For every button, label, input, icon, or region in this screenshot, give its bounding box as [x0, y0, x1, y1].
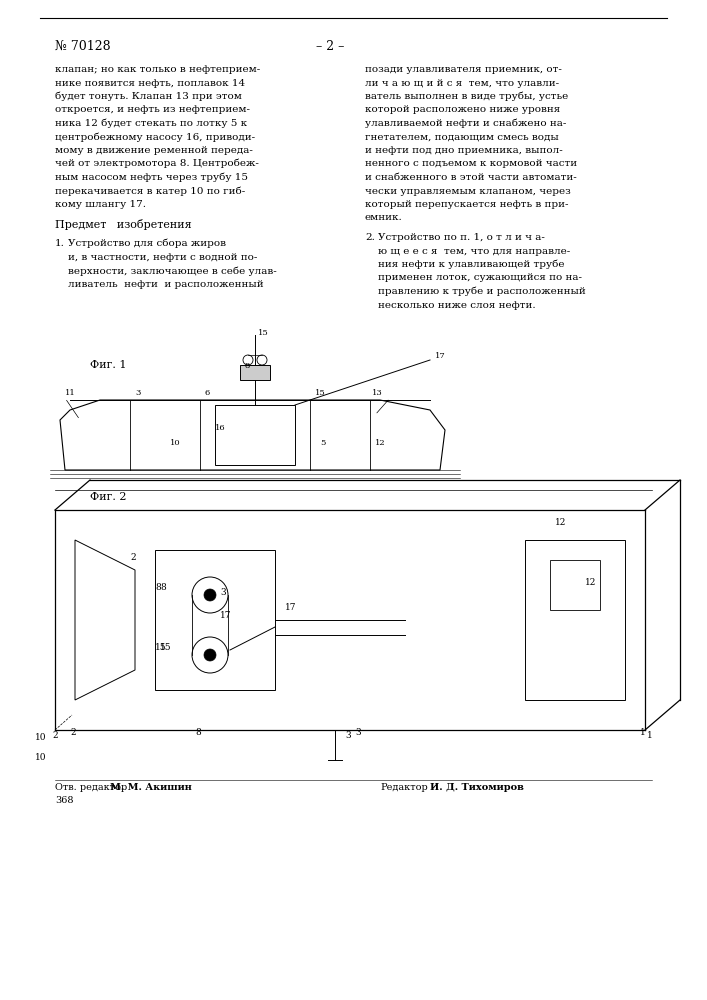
- Text: М. М. Акишин: М. М. Акишин: [110, 783, 192, 792]
- Text: 8: 8: [195, 728, 201, 737]
- Text: Фиг. 1: Фиг. 1: [90, 360, 127, 370]
- Text: применен лоток, сужающийся по на-: применен лоток, сужающийся по на-: [378, 273, 582, 282]
- Text: Устройство по п. 1, о т л и ч а-: Устройство по п. 1, о т л и ч а-: [378, 233, 545, 242]
- Text: № 70128: № 70128: [55, 40, 110, 53]
- Text: кому шлангу 17.: кому шлангу 17.: [55, 200, 146, 209]
- Text: ватель выполнен в виде трубы, устье: ватель выполнен в виде трубы, устье: [365, 92, 568, 101]
- Text: Предмет   изобретения: Предмет изобретения: [55, 220, 192, 231]
- Bar: [240, 365, 270, 380]
- Text: будет тонуть. Клапан 13 при этом: будет тонуть. Клапан 13 при этом: [55, 92, 242, 101]
- Text: 6: 6: [205, 389, 210, 397]
- Text: 8: 8: [155, 583, 160, 592]
- Text: Отв. редактор: Отв. редактор: [55, 783, 127, 792]
- Text: 3: 3: [220, 588, 226, 597]
- Text: 15: 15: [258, 329, 269, 337]
- Text: 2: 2: [130, 553, 136, 562]
- Text: 8: 8: [160, 583, 165, 592]
- Bar: [550, 560, 600, 610]
- Text: мому в движение ременной переда-: мому в движение ременной переда-: [55, 146, 253, 155]
- Text: и снабженного в этой части автомати-: и снабженного в этой части автомати-: [365, 173, 577, 182]
- Text: ли ч а ю щ и й с я  тем, что улавли-: ли ч а ю щ и й с я тем, что улавли-: [365, 79, 559, 88]
- Text: и, в частности, нефти с водной по-: и, в частности, нефти с водной по-: [68, 253, 257, 262]
- Text: чей от электромотора 8. Центробеж-: чей от электромотора 8. Центробеж-: [55, 159, 259, 168]
- Text: 10: 10: [170, 439, 180, 447]
- Text: которой расположено ниже уровня: которой расположено ниже уровня: [365, 105, 560, 114]
- Text: 12: 12: [585, 578, 597, 587]
- Text: 17: 17: [220, 611, 231, 620]
- Text: 2: 2: [52, 731, 58, 740]
- Text: Устройство для сбора жиров: Устройство для сбора жиров: [68, 239, 226, 248]
- Text: откроется, и нефть из нефтеприем-: откроется, и нефть из нефтеприем-: [55, 105, 250, 114]
- Text: 10: 10: [35, 753, 47, 762]
- Text: верхности, заключающее в себе улав-: верхности, заключающее в себе улав-: [68, 266, 276, 275]
- Text: и нефти под дно приемника, выпол-: и нефти под дно приемника, выпол-: [365, 146, 563, 155]
- Text: 5: 5: [320, 439, 325, 447]
- Text: ным насосом нефть через трубу 15: ным насосом нефть через трубу 15: [55, 172, 248, 182]
- Bar: [215, 405, 295, 465]
- Text: 12: 12: [555, 518, 566, 527]
- Text: ненного с подъемом к кормовой части: ненного с подъемом к кормовой части: [365, 159, 577, 168]
- Text: емник.: емник.: [365, 214, 403, 223]
- Text: 17: 17: [285, 603, 296, 612]
- Text: позади улавливателя приемник, от-: позади улавливателя приемник, от-: [365, 65, 562, 74]
- Text: 10: 10: [35, 733, 47, 742]
- Text: гнетателем, подающим смесь воды: гнетателем, подающим смесь воды: [365, 132, 559, 141]
- Text: 15: 15: [315, 389, 326, 397]
- Text: 15: 15: [155, 643, 167, 652]
- Text: ника 12 будет стекать по лотку 5 к: ника 12 будет стекать по лотку 5 к: [55, 118, 247, 128]
- Text: ю щ е е с я  тем, что для направле-: ю щ е е с я тем, что для направле-: [378, 246, 571, 255]
- Text: 17: 17: [435, 352, 445, 360]
- Text: И. Д. Тихомиров: И. Д. Тихомиров: [430, 783, 524, 792]
- Bar: [155, 550, 275, 690]
- Text: 2.: 2.: [365, 233, 375, 242]
- Text: несколько ниже слоя нефти.: несколько ниже слоя нефти.: [378, 300, 536, 310]
- Text: 1: 1: [640, 728, 645, 737]
- Text: 15: 15: [160, 643, 172, 652]
- Bar: [525, 540, 625, 700]
- Text: 3: 3: [135, 389, 141, 397]
- Text: 16: 16: [215, 424, 226, 432]
- Text: чески управляемым клапаном, через: чески управляемым клапаном, через: [365, 186, 571, 196]
- Text: правлению к трубе и расположенный: правлению к трубе и расположенный: [378, 286, 586, 296]
- Text: ния нефти к улавливающей трубе: ния нефти к улавливающей трубе: [378, 259, 564, 269]
- Text: 3: 3: [345, 731, 351, 740]
- Text: ливатель  нефти  и расположенный: ливатель нефти и расположенный: [68, 280, 264, 289]
- Text: 1.: 1.: [55, 239, 65, 248]
- Text: 8: 8: [245, 362, 250, 370]
- Text: Фиг. 2: Фиг. 2: [90, 492, 127, 502]
- Text: – 2 –: – 2 –: [316, 40, 344, 53]
- Text: нике появится нефть, поплавок 14: нике появится нефть, поплавок 14: [55, 79, 245, 88]
- Text: Редактор: Редактор: [380, 783, 428, 792]
- Text: 11: 11: [65, 389, 76, 397]
- Text: центробежному насосу 16, приводи-: центробежному насосу 16, приводи-: [55, 132, 255, 141]
- Circle shape: [204, 649, 216, 661]
- Text: 1: 1: [647, 731, 653, 740]
- Text: 12: 12: [375, 439, 385, 447]
- Text: 2: 2: [70, 728, 76, 737]
- Text: 368: 368: [55, 796, 74, 805]
- Text: улавливаемой нефти и снабжено на-: улавливаемой нефти и снабжено на-: [365, 118, 566, 128]
- Text: 3: 3: [355, 728, 361, 737]
- Text: 13: 13: [372, 389, 382, 397]
- Text: перекачивается в катер 10 по гиб-: перекачивается в катер 10 по гиб-: [55, 186, 245, 196]
- Text: клапан; но как только в нефтеприем-: клапан; но как только в нефтеприем-: [55, 65, 260, 74]
- Text: который перепускается нефть в при-: который перепускается нефть в при-: [365, 200, 568, 209]
- Circle shape: [204, 589, 216, 601]
